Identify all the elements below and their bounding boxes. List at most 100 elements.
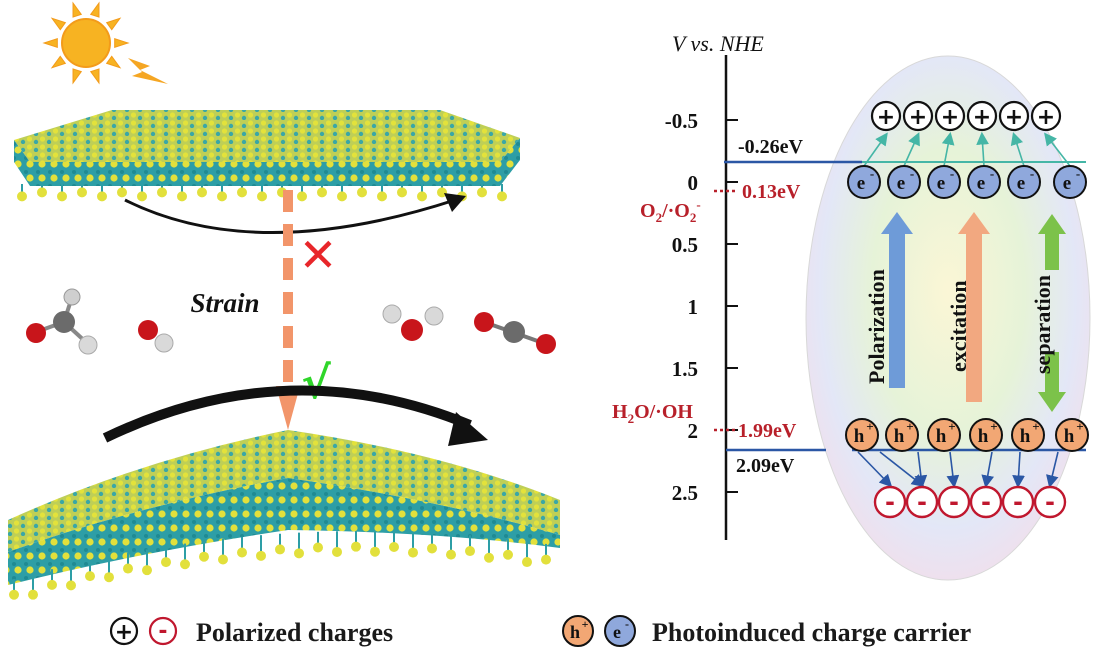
svg-text:h: h bbox=[978, 426, 989, 447]
h2o-value: 1.99eV bbox=[738, 420, 797, 442]
strained-sheet bbox=[8, 430, 560, 600]
curved-arrow-bottom bbox=[102, 385, 472, 443]
axis-tick-label: 2 bbox=[688, 419, 699, 443]
svg-text:+: + bbox=[866, 419, 873, 434]
svg-text:e: e bbox=[937, 173, 945, 194]
curved-arrowhead-bottom bbox=[448, 412, 488, 446]
electron: e- bbox=[1007, 165, 1041, 199]
hole: h + bbox=[885, 418, 919, 452]
positive-charge: + bbox=[966, 100, 998, 132]
svg-text:h: h bbox=[1020, 426, 1031, 447]
svg-text:+: + bbox=[582, 617, 589, 631]
svg-text:+: + bbox=[948, 419, 955, 434]
electron: e- bbox=[847, 165, 881, 199]
strain-label: Strain bbox=[190, 288, 259, 318]
polarization-link bbox=[1044, 132, 1071, 167]
left-panel: ✕ Strain √ bbox=[8, 1, 560, 600]
svg-text:+: + bbox=[973, 105, 991, 130]
electron: e- bbox=[927, 165, 961, 199]
separation-arrow: separation bbox=[1030, 214, 1066, 412]
legend-hole: h + bbox=[562, 615, 594, 647]
polarization-link bbox=[903, 132, 920, 167]
vbm-label: 2.09eV bbox=[736, 455, 795, 477]
separation-label: separation bbox=[1030, 275, 1055, 374]
negative-charge: - bbox=[937, 485, 971, 519]
svg-text:e: e bbox=[977, 173, 985, 194]
axis-tick-label: 1 bbox=[688, 295, 699, 319]
legend: + - Polarized charges h + e - Photoinduc… bbox=[109, 615, 971, 647]
svg-text:-: - bbox=[990, 166, 994, 181]
svg-text:-: - bbox=[1045, 488, 1055, 516]
svg-text:-: - bbox=[1013, 488, 1023, 516]
svg-text:-: - bbox=[981, 488, 991, 516]
right-panel: V vs. NHE -0.5 0 0.5 1 1.5 2 2.5 -0.26eV 0.13e… bbox=[612, 31, 1091, 581]
methanol-molecule bbox=[26, 288, 98, 355]
hole: h + bbox=[927, 418, 961, 452]
excitation-arrow: excitation bbox=[946, 212, 990, 402]
polarization-link bbox=[1010, 131, 1025, 167]
separation-link bbox=[857, 451, 893, 488]
svg-text:h: h bbox=[570, 622, 580, 642]
separation-link bbox=[981, 451, 995, 489]
svg-text:+: + bbox=[909, 105, 927, 130]
svg-text:+: + bbox=[941, 105, 959, 130]
negative-charge: - bbox=[905, 485, 939, 519]
electron: e- bbox=[1053, 165, 1087, 199]
carrier-rows: + + + + + +e - e - e - e - e - e -h + h + h + h + h + h +- - - - - - bbox=[845, 100, 1089, 519]
svg-text:e: e bbox=[1017, 173, 1025, 194]
h2o-couple: H2O/·OH bbox=[612, 401, 693, 426]
hole: h + bbox=[969, 418, 1003, 452]
svg-text:-: - bbox=[885, 488, 895, 516]
o2-value: 0.13eV bbox=[742, 181, 801, 203]
hole: h + bbox=[845, 418, 879, 452]
flat-sheet bbox=[14, 110, 520, 202]
hydroxyl-molecule bbox=[138, 320, 174, 353]
svg-text:-: - bbox=[158, 619, 167, 644]
axis-tick-label: 0 bbox=[688, 171, 699, 195]
blocked-mark: ✕ bbox=[299, 228, 338, 282]
negative-charge: - bbox=[873, 485, 907, 519]
polarization-link bbox=[976, 131, 990, 167]
legend-electron: e - bbox=[604, 615, 636, 647]
hole: h + bbox=[1011, 418, 1045, 452]
svg-text:h: h bbox=[894, 426, 905, 447]
svg-text:-: - bbox=[910, 166, 914, 181]
separation-link bbox=[1012, 451, 1025, 489]
svg-text:+: + bbox=[1076, 419, 1083, 434]
negative-charge: - bbox=[969, 485, 1003, 519]
axis-tick-label: 0.5 bbox=[672, 233, 698, 257]
legend-polarized-label: Polarized charges bbox=[196, 618, 393, 647]
svg-text:h: h bbox=[1064, 426, 1075, 447]
sun-icon bbox=[42, 1, 168, 85]
axis-title: V vs. NHE bbox=[672, 31, 764, 56]
svg-text:h: h bbox=[936, 426, 947, 447]
curved-arrow-top bbox=[124, 198, 456, 234]
negative-charge: - bbox=[1033, 485, 1067, 519]
svg-text:e: e bbox=[897, 173, 905, 194]
axis-tick-label: 2.5 bbox=[672, 481, 698, 505]
axis-ticks: -0.5 0 0.5 1 1.5 2 2.5 bbox=[665, 109, 738, 505]
legend-photoinduced-label: Photoinduced charge carrier bbox=[652, 618, 971, 647]
svg-text:-: - bbox=[949, 488, 959, 516]
positive-charge: + bbox=[902, 100, 934, 132]
separation-link bbox=[914, 451, 928, 489]
svg-text:-: - bbox=[950, 166, 954, 181]
polarization-link bbox=[863, 132, 888, 167]
svg-text:+: + bbox=[1032, 419, 1039, 434]
electron: e- bbox=[967, 165, 1001, 199]
light-bolt-icon bbox=[128, 58, 168, 84]
svg-text:h: h bbox=[854, 426, 865, 447]
separation-link bbox=[1046, 451, 1059, 489]
hole: h + bbox=[1055, 418, 1089, 452]
svg-text:+: + bbox=[990, 419, 997, 434]
svg-text:-: - bbox=[917, 488, 927, 516]
electron: e- bbox=[887, 165, 921, 199]
polarization-label: Polarization bbox=[864, 269, 889, 384]
strain-arrow bbox=[276, 190, 300, 430]
polarization-arrow: Polarization bbox=[864, 212, 913, 388]
curved-arrowhead-top bbox=[444, 193, 466, 212]
svg-text:+: + bbox=[115, 620, 133, 645]
svg-text:-: - bbox=[625, 617, 629, 631]
